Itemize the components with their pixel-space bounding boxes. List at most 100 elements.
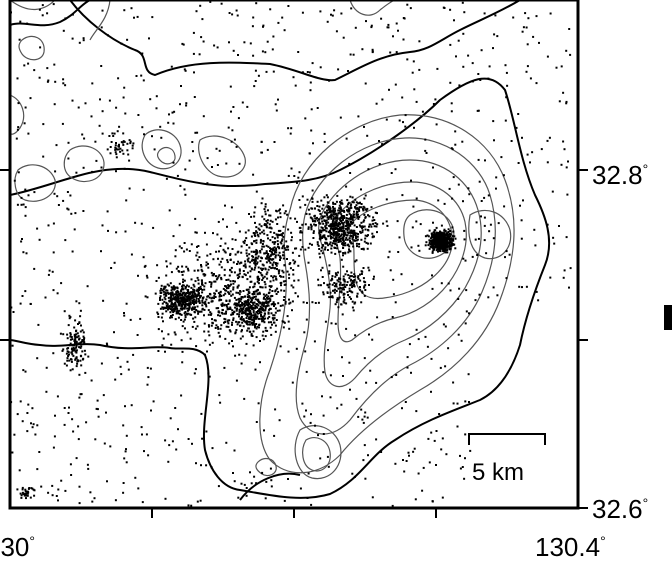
epicenter-dot [195, 309, 198, 311]
epicenter-dot [179, 302, 182, 305]
epicenter-dot [249, 313, 252, 316]
epicenter-dot [431, 287, 434, 290]
epicenter-dot [106, 480, 108, 483]
epicenter-dot [200, 310, 203, 313]
epicenter-dot [312, 142, 314, 145]
epicenter-dot [274, 408, 277, 411]
epicenter-dot [565, 236, 568, 239]
epicenter-dot [443, 236, 446, 239]
epicenter-dot [342, 225, 345, 228]
epicenter-dot [274, 237, 276, 240]
epicenter-dot [274, 263, 277, 266]
epicenter-dot [74, 341, 76, 344]
epicenter-dot [349, 241, 352, 243]
epicenter-dot [183, 300, 186, 303]
epicenter-dot [180, 313, 183, 316]
epicenter-dot [36, 468, 39, 471]
epicenter-dot [287, 127, 290, 130]
epicenter-dot [425, 152, 428, 154]
epicenter-dot [500, 156, 503, 159]
epicenter-dot [324, 241, 327, 244]
epicenter-dot [227, 303, 230, 305]
epicenter-dot [375, 438, 378, 441]
epicenter-dot [24, 206, 27, 209]
epicenter-dot [159, 125, 162, 128]
epicenter-dot [189, 298, 192, 301]
epicenter-dot [365, 20, 367, 23]
epicenter-dot [353, 279, 356, 281]
epicenter-dot [448, 187, 451, 190]
epicenter-dot [259, 251, 262, 254]
epicenter-dot [326, 216, 329, 219]
epicenter-dot [181, 265, 184, 268]
epicenter-dot [448, 242, 451, 245]
epicenter-dot [376, 212, 378, 215]
epicenter-dot [430, 431, 433, 434]
epicenter-dot [495, 176, 498, 179]
epicenter-dot [409, 7, 412, 10]
epicenter-dot [256, 231, 259, 234]
epicenter-dot [385, 220, 388, 223]
epicenter-dot [355, 226, 358, 228]
epicenter-dot [326, 249, 329, 251]
epicenter-dot [546, 161, 549, 164]
epicenter-dot [185, 104, 188, 107]
epicenter-dot [535, 15, 538, 18]
epicenter-dot [311, 189, 314, 192]
epicenter-dot [192, 31, 195, 34]
epicenter-dot [81, 339, 84, 342]
epicenter-dot [201, 299, 204, 302]
epicenter-dot [197, 298, 200, 300]
epicenter-dot [327, 205, 330, 208]
epicenter-dot [287, 350, 290, 353]
epicenter-dot [21, 238, 23, 240]
epicenter-dot [289, 301, 292, 304]
epicenter-dot [57, 488, 60, 491]
epicenter-dot [148, 37, 150, 40]
epicenter-dot [233, 480, 236, 483]
epicenter-dot [201, 291, 204, 294]
epicenter-dot [264, 210, 267, 213]
epicenter-dot [338, 278, 341, 280]
epicenter-dot [339, 235, 341, 238]
epicenter-dot [73, 344, 76, 347]
epicenter-dot [505, 96, 508, 99]
epicenter-dot [329, 374, 332, 377]
epicenter-dot [428, 247, 431, 250]
epicenter-dot [456, 425, 459, 428]
epicenter-dot [186, 298, 189, 301]
epicenter-dot [169, 262, 172, 265]
epicenter-dot [206, 254, 209, 257]
epicenter-dot [264, 286, 267, 289]
epicenter-dot [263, 321, 266, 324]
epicenter-dot [321, 220, 324, 223]
epicenter-dot [170, 271, 173, 274]
epicenter-dot [31, 407, 34, 410]
epicenter-dot [282, 326, 285, 329]
epicenter-dot [254, 69, 257, 72]
epicenter-dot [232, 286, 235, 289]
epicenter-dot [324, 211, 327, 214]
epicenter-dot [242, 306, 245, 309]
epicenter-dot [334, 221, 337, 224]
epicenter-dot [363, 219, 366, 222]
epicenter-dot [164, 497, 167, 500]
epicenter-dot [329, 232, 332, 235]
epicenter-dot [268, 255, 271, 258]
epicenter-dot [255, 250, 258, 252]
epicenter-dot [322, 228, 325, 231]
epicenter-dot [254, 305, 257, 308]
epicenter-dot [266, 297, 269, 300]
epicenter-dot [324, 237, 327, 240]
epicenter-dot [262, 319, 265, 322]
epicenter-dot [207, 262, 209, 265]
epicenter-dot [258, 309, 261, 312]
epicenter-dot [546, 223, 549, 226]
epicenter-dot [228, 41, 230, 44]
epicenter-dot [439, 240, 442, 243]
epicenter-dot [388, 250, 391, 253]
epicenter-dot [38, 451, 41, 453]
epicenter-dot [353, 302, 356, 305]
epicenter-dot [438, 241, 441, 243]
epicenter-dot [172, 310, 175, 313]
